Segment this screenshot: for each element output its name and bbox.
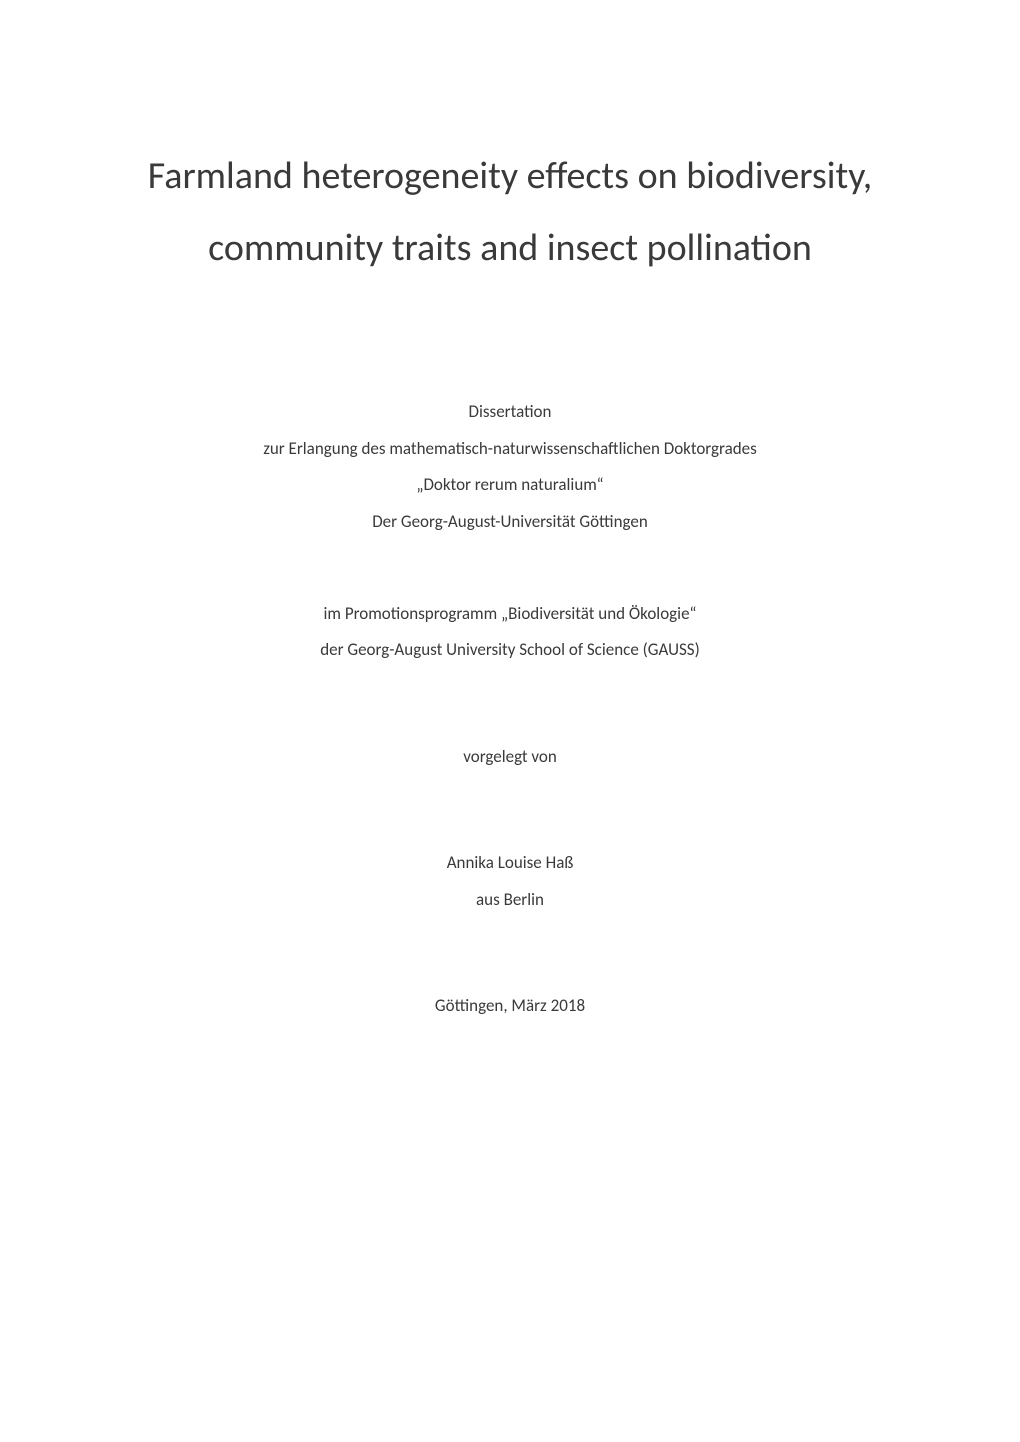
dissertation-block: Dissertation zur Erlangung des mathemati… xyxy=(120,394,900,540)
place-date-block: Göttingen, März 2018 xyxy=(120,988,900,1025)
author-block: Annika Louise Haß aus Berlin xyxy=(120,845,900,918)
dissertation-title: Farmland heterogeneity effects on biodiv… xyxy=(120,140,900,284)
dissertation-purpose-line: zur Erlangung des mathematisch-naturwiss… xyxy=(120,431,900,468)
author-origin: aus Berlin xyxy=(120,882,900,919)
title-line-1: Farmland heterogeneity effects on biodiv… xyxy=(120,140,900,212)
dissertation-heading: Dissertation xyxy=(120,394,900,431)
university-line: Der Georg-August-Universität Göttingen xyxy=(120,504,900,541)
program-line-2: der Georg-August University School of Sc… xyxy=(120,632,900,669)
program-block: im Promotionsprogramm „Biodiversität und… xyxy=(120,596,900,669)
submitted-by-label: vorgelegt von xyxy=(120,739,900,776)
program-line-1: im Promotionsprogramm „Biodiversität und… xyxy=(120,596,900,633)
degree-title-line: „Doktor rerum naturalium“ xyxy=(120,467,900,504)
author-name: Annika Louise Haß xyxy=(120,845,900,882)
place-date: Göttingen, März 2018 xyxy=(120,988,900,1025)
title-line-2: community traits and insect pollination xyxy=(120,212,900,284)
title-page: Farmland heterogeneity effects on biodiv… xyxy=(0,0,1020,1442)
submitted-by-block: vorgelegt von xyxy=(120,739,900,776)
